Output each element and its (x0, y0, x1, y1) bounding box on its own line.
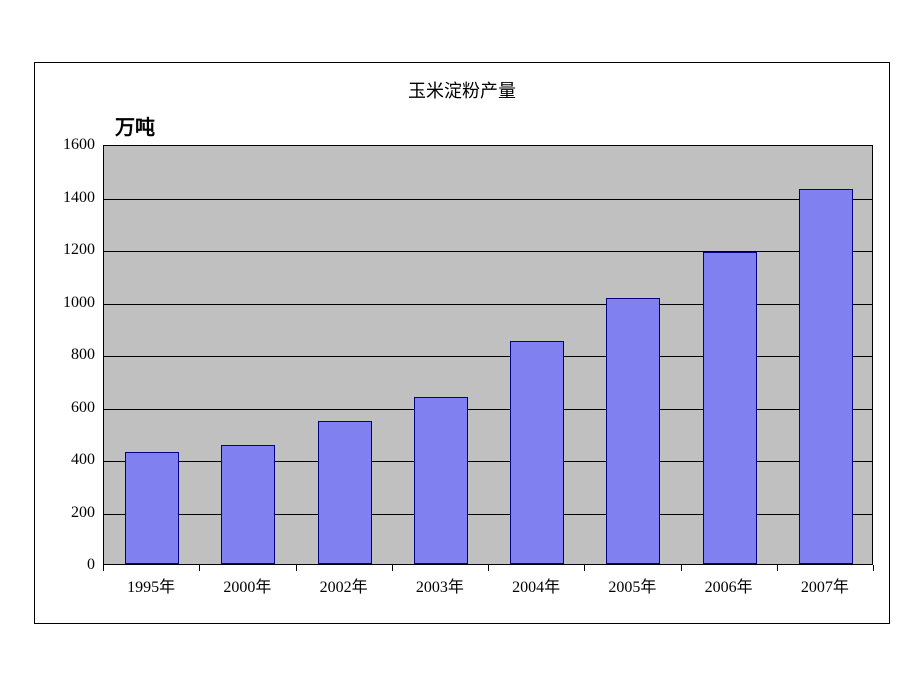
plot-area (103, 145, 873, 565)
bar (221, 445, 275, 564)
y-tick-label: 1200 (45, 241, 95, 259)
y-tick-label: 400 (45, 451, 95, 469)
y-tick-label: 600 (45, 399, 95, 417)
y-tick-label: 1400 (45, 189, 95, 207)
x-tick-label: 2007年 (801, 573, 849, 597)
x-tick (199, 565, 200, 571)
x-tick-label: 1995年 (127, 573, 175, 597)
bar (606, 298, 660, 564)
gridline (104, 199, 872, 200)
gridline (104, 514, 872, 515)
x-tick-label: 2003年 (416, 573, 464, 597)
y-axis-unit-label: 万吨 (115, 111, 155, 140)
y-tick-label: 1600 (45, 136, 95, 154)
gridline (104, 251, 872, 252)
bar (799, 189, 853, 564)
bar (703, 252, 757, 564)
bar (318, 421, 372, 564)
x-tick (777, 565, 778, 571)
x-tick (681, 565, 682, 571)
x-tick (584, 565, 585, 571)
x-tick-label: 2002年 (320, 573, 368, 597)
y-tick-label: 1000 (45, 294, 95, 312)
x-tick (296, 565, 297, 571)
x-tick-label: 2006年 (705, 573, 753, 597)
gridline (104, 304, 872, 305)
y-tick-label: 200 (45, 504, 95, 522)
chart-outer-frame: 玉米淀粉产量 万吨 0 200 400 600 800 1000 1200 1400 1600 1… (34, 62, 890, 624)
bar (125, 452, 179, 564)
x-tick-label: 2004年 (512, 573, 560, 597)
x-tick-label: 2005年 (608, 573, 656, 597)
bar (510, 341, 564, 564)
y-tick-label: 800 (45, 346, 95, 364)
x-tick (103, 565, 104, 571)
x-tick (392, 565, 393, 571)
y-tick-label: 0 (45, 556, 95, 574)
gridline (104, 356, 872, 357)
gridline (104, 409, 872, 410)
chart-title: 玉米淀粉产量 (35, 77, 889, 103)
gridline (104, 461, 872, 462)
x-tick (488, 565, 489, 571)
x-tick-label: 2000年 (223, 573, 271, 597)
x-tick (873, 565, 874, 571)
bar (414, 397, 468, 564)
